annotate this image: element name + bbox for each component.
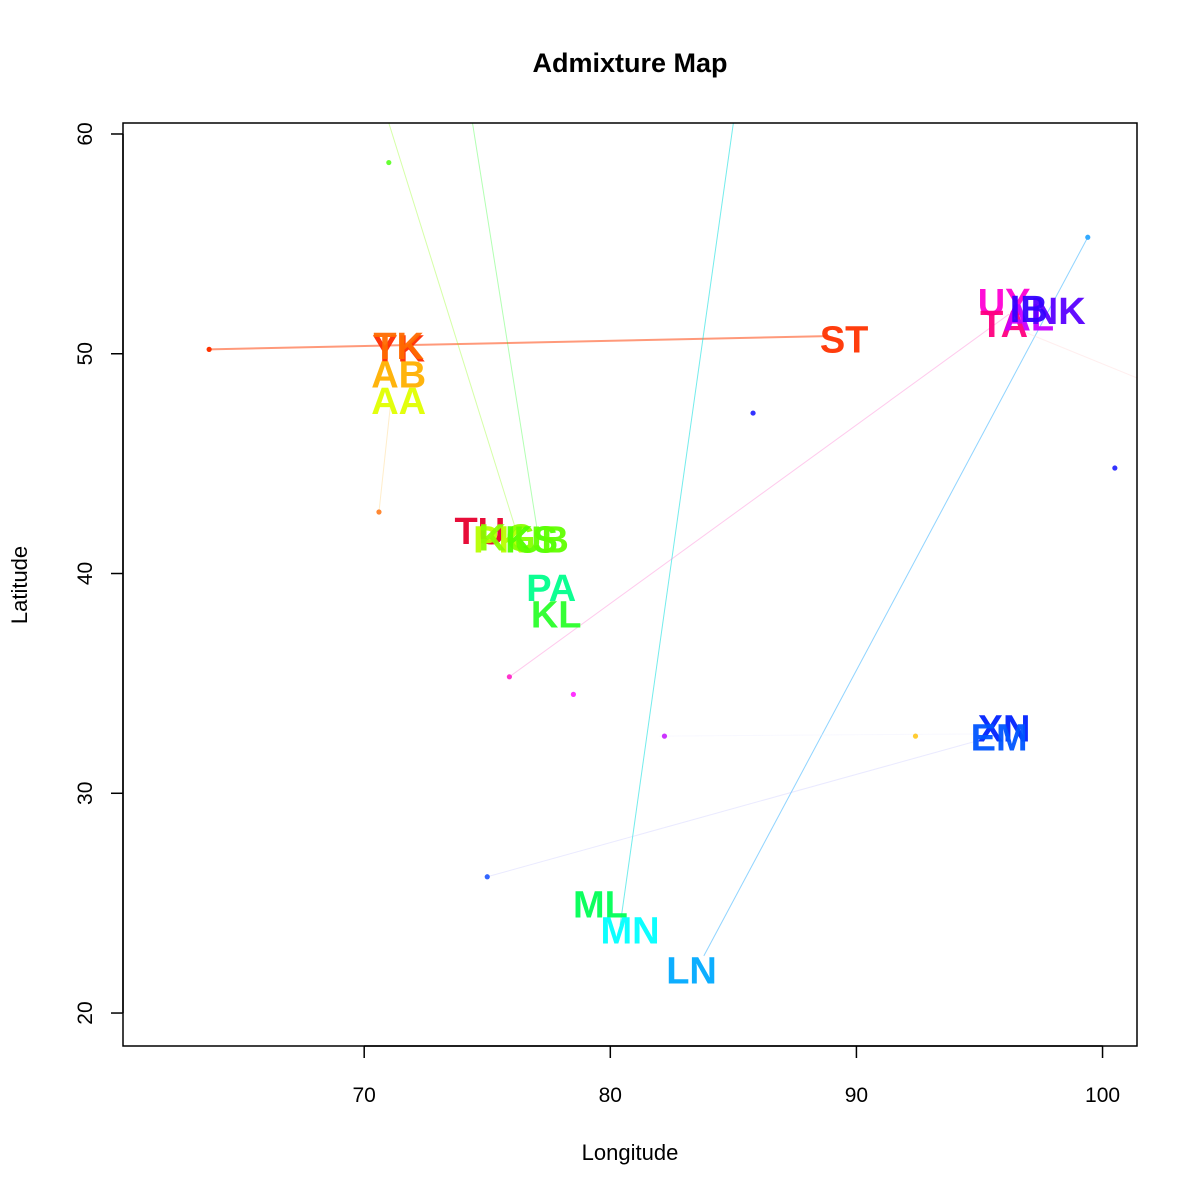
- sample-point: [484, 874, 490, 880]
- population-label: AB: [371, 355, 426, 397]
- y-tick-label: 40: [74, 562, 97, 585]
- sample-point: [1085, 234, 1091, 240]
- connection-line: [703, 237, 1089, 957]
- x-tick-label: 100: [1085, 1084, 1120, 1107]
- y-tick-label: 60: [74, 122, 97, 145]
- sample-point: [506, 674, 513, 680]
- y-tick-label: 30: [74, 782, 97, 805]
- connection-lines: [209, 122, 1138, 957]
- population-label: PK: [473, 520, 526, 562]
- sample-point: [386, 159, 392, 166]
- population-label: LN: [666, 950, 717, 992]
- y-tick-label: 50: [74, 342, 97, 365]
- population-label: TU: [455, 511, 506, 553]
- sample-point: [912, 733, 919, 739]
- sample-point: [570, 691, 576, 697]
- population-label: TA: [980, 304, 1028, 346]
- population-label: XN: [978, 709, 1031, 751]
- connection-line: [378, 397, 392, 513]
- connection-line: [619, 122, 734, 926]
- connection-line: [509, 313, 1010, 678]
- connection-line: [487, 735, 995, 878]
- axes: 70 80 90 100 20 30 40 50 60: [74, 122, 1120, 1107]
- sample-point: [661, 733, 668, 739]
- population-label: MN: [600, 911, 659, 953]
- chart-title: Admixture Map: [532, 48, 727, 78]
- y-axis-label: Latitude: [7, 546, 32, 624]
- population-label: YK: [372, 328, 425, 370]
- x-tick-label: 70: [353, 1084, 376, 1107]
- population-label: KS: [505, 520, 558, 562]
- population-label: NK: [1031, 291, 1086, 333]
- population-label: AL: [1003, 298, 1054, 340]
- connection-line: [471, 122, 540, 541]
- connection-line: [1023, 331, 1138, 379]
- plot-frame: [122, 122, 1138, 1047]
- population-label: ML: [573, 884, 628, 926]
- population-label: UY: [978, 282, 1031, 324]
- connection-line: [388, 122, 520, 541]
- sample-point: [376, 509, 382, 515]
- x-tick-label: 90: [845, 1084, 868, 1107]
- population-label: UB: [514, 520, 569, 562]
- connection-line: [659, 733, 980, 737]
- population-label: TK: [373, 326, 424, 368]
- population-label: EM: [971, 717, 1028, 759]
- connection-line: [209, 335, 827, 351]
- y-tick-label: 20: [74, 1001, 97, 1024]
- population-label: KG: [478, 517, 535, 559]
- population-label: IB: [1010, 289, 1048, 331]
- x-axis-label: Longitude: [582, 1140, 679, 1165]
- sample-point: [206, 346, 212, 352]
- x-tick-label: 80: [599, 1084, 622, 1107]
- sample-points: [206, 159, 1118, 880]
- population-label: KL: [531, 594, 582, 636]
- sample-point: [1112, 465, 1118, 471]
- population-label: AA: [371, 381, 426, 423]
- sample-point: [750, 410, 756, 416]
- population-label: ST: [820, 320, 869, 362]
- population-label: PA: [526, 568, 576, 610]
